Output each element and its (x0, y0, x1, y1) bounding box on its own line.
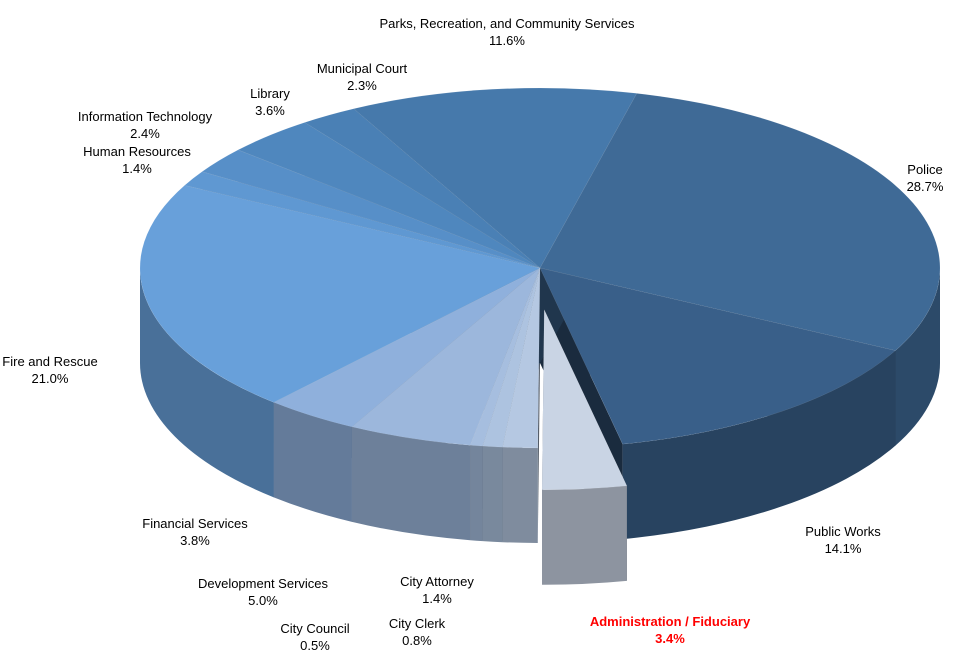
category-name: City Clerk (388, 616, 446, 631)
category-name: Administration / Fiduciary (589, 614, 751, 629)
slice (502, 267, 541, 449)
slice-side (542, 485, 627, 585)
value-label: 2.3% (347, 78, 377, 93)
slice (237, 122, 541, 269)
category-name: Public Works (805, 524, 881, 539)
slice-side (273, 402, 352, 522)
slice (539, 267, 896, 445)
slice-label: City Clerk 0.8% (389, 615, 445, 649)
slice-side (351, 426, 471, 541)
slice-side (895, 268, 940, 446)
category-name: Human Resources (83, 144, 191, 159)
slice-label: Development Services 5.0% (198, 575, 328, 609)
value-label: 28.7% (906, 179, 944, 194)
slice (541, 309, 628, 491)
category-name: Police (907, 162, 943, 177)
value-label: 1.4% (422, 591, 452, 606)
slice-side (140, 268, 274, 498)
value-label: 0.8% (402, 633, 432, 648)
slice (304, 108, 541, 269)
category-name: City Council (280, 621, 350, 636)
value-label: 3.8% (180, 533, 210, 548)
slice-label: Fire and Rescue 21.0% (2, 353, 97, 387)
value-label: 1.4% (122, 161, 152, 176)
slice-side (502, 447, 538, 543)
value-label: 14.1% (824, 541, 862, 556)
slice-label: Municipal Court 2.3% (317, 60, 407, 94)
slice (539, 93, 941, 351)
value-label: 11.6% (489, 33, 525, 48)
category-name: Development Services (197, 576, 329, 591)
slice-label: Human Resources 1.4% (83, 143, 191, 177)
slice-label: Parks, Recreation, and Community Service… (377, 15, 637, 49)
category-name: Library (250, 86, 290, 101)
slice (139, 185, 541, 403)
value-label: 3.6% (255, 103, 285, 118)
slice-label: Library 3.6% (250, 85, 290, 119)
slice-label: Information Technology 2.4% (78, 108, 212, 142)
slice-side (622, 350, 896, 540)
slice (201, 149, 541, 269)
slice-label: Public Works 14.1% (805, 523, 881, 557)
slice (351, 267, 541, 446)
slice-side (482, 446, 503, 543)
slice (482, 267, 541, 448)
value-label: 0.5% (300, 638, 330, 653)
slice-label: City Attorney 1.4% (400, 573, 474, 607)
slice (184, 171, 541, 269)
value-label: 3.4% (655, 631, 685, 646)
slice (273, 267, 541, 428)
slice-label: Financial Services 3.8% (142, 515, 248, 549)
slice-side (470, 445, 483, 542)
value-label: 21.0% (31, 371, 69, 386)
category-name: City Attorney (400, 574, 474, 589)
slice-label: City Council 0.5% (280, 620, 349, 654)
value-label: 2.4% (130, 126, 160, 141)
value-label: 5.0% (248, 593, 278, 608)
slice (469, 267, 541, 447)
category-name: Fire and Rescue (2, 354, 98, 369)
category-name: Information Technology (77, 109, 213, 124)
category-name: Municipal Court (316, 61, 408, 76)
category-name: Financial Services (142, 516, 248, 531)
slice-label: Administration / Fiduciary 3.4% (590, 613, 750, 647)
slice (353, 87, 638, 269)
category-name: Parks, Recreation, and Community Service… (379, 16, 635, 31)
slice-label: Police 28.7% (907, 161, 944, 195)
